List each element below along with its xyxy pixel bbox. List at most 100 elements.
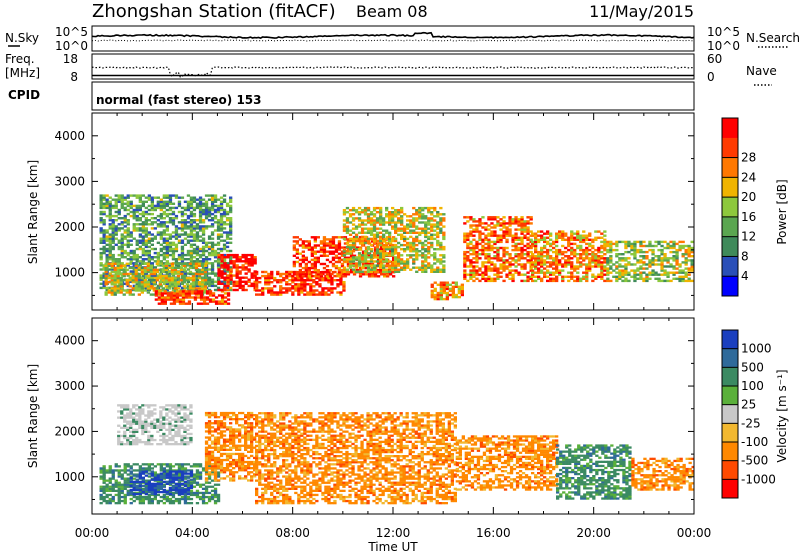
data-cell	[292, 246, 296, 249]
data-cell	[523, 226, 527, 229]
data-cell	[552, 271, 556, 274]
data-cell	[111, 233, 115, 236]
data-cell	[469, 273, 473, 276]
data-cell	[149, 293, 153, 296]
data-cell	[546, 269, 550, 272]
data-cell	[309, 287, 313, 290]
data-cell	[135, 260, 139, 263]
data-cell	[391, 213, 395, 216]
data-cell	[102, 479, 106, 482]
data-cell	[174, 229, 179, 232]
data-cell	[529, 246, 533, 250]
data-cell	[134, 264, 138, 267]
data-cell	[684, 248, 688, 252]
data-cell	[424, 223, 428, 226]
data-cell	[150, 206, 154, 210]
colorbar-tick-label: 28	[741, 151, 756, 165]
data-cell	[116, 289, 120, 292]
data-cell	[597, 250, 601, 254]
data-cell	[213, 272, 218, 275]
data-cell	[207, 245, 212, 249]
data-cell	[110, 279, 114, 282]
data-cell	[490, 267, 494, 270]
data-cell	[331, 238, 336, 241]
data-cell	[357, 225, 362, 228]
data-cell	[141, 247, 145, 251]
data-cell	[114, 243, 118, 246]
data-cell	[526, 261, 530, 264]
data-cell	[150, 237, 154, 240]
data-cell	[165, 249, 169, 253]
data-cell	[487, 224, 491, 227]
data-cell	[540, 253, 544, 256]
data-cell	[328, 269, 333, 272]
data-cell	[225, 219, 230, 222]
data-cell	[120, 499, 124, 503]
data-cell	[172, 298, 177, 301]
data-cell	[321, 279, 325, 282]
data-cell	[591, 259, 595, 262]
data-cell	[186, 200, 191, 203]
data-cell	[681, 275, 685, 278]
data-cell	[412, 217, 416, 220]
data-cell	[197, 272, 202, 276]
data-cell	[102, 499, 106, 503]
data-cell	[210, 282, 215, 285]
data-cell	[110, 276, 114, 280]
data-cell	[140, 287, 144, 290]
data-cell	[291, 285, 295, 288]
data-cell	[415, 248, 419, 251]
data-cell	[445, 285, 449, 288]
data-cell	[113, 283, 117, 286]
data-cell	[315, 289, 319, 292]
data-cell	[385, 252, 389, 255]
data-cell	[675, 261, 679, 264]
data-cell	[582, 275, 586, 278]
data-cell	[520, 240, 524, 244]
data-cell	[238, 260, 242, 263]
data-cell	[496, 259, 500, 262]
data-cell	[164, 274, 168, 278]
data-cell	[372, 227, 377, 230]
data-cell	[298, 269, 302, 272]
data-cell	[451, 295, 455, 299]
data-cell	[220, 288, 224, 292]
data-cell	[99, 206, 103, 210]
data-cell	[276, 279, 280, 282]
data-cell	[147, 251, 151, 255]
data-cell	[307, 240, 311, 243]
data-cell	[382, 245, 386, 249]
data-cell	[436, 295, 440, 299]
data-cell	[117, 469, 121, 472]
data-cell	[250, 262, 254, 265]
data-cell	[126, 477, 130, 480]
data-cell	[418, 250, 422, 253]
data-cell	[442, 217, 446, 220]
data-cell	[270, 287, 274, 290]
data-cell	[117, 473, 121, 476]
data-cell	[472, 228, 476, 231]
data-cell	[128, 285, 132, 288]
data-cell	[107, 281, 111, 284]
data-cell	[132, 214, 136, 218]
data-cell	[373, 250, 378, 253]
data-cell	[645, 250, 649, 254]
data-cell	[131, 274, 135, 278]
data-cell	[117, 253, 121, 257]
data-cell	[137, 266, 141, 270]
data-cell	[534, 244, 538, 248]
data-cell	[433, 219, 437, 222]
data-cell	[520, 236, 524, 239]
data-cell	[334, 236, 339, 239]
data-cell	[250, 260, 254, 263]
data-cell	[403, 213, 407, 216]
data-cell	[173, 268, 178, 272]
data-cell	[561, 234, 565, 237]
data-cell	[183, 253, 188, 257]
data-cell	[424, 221, 428, 224]
data-cell	[216, 221, 221, 224]
data-cell	[348, 215, 353, 218]
data-cell	[310, 271, 314, 274]
data-cell	[195, 237, 200, 240]
data-cell	[163, 300, 167, 303]
